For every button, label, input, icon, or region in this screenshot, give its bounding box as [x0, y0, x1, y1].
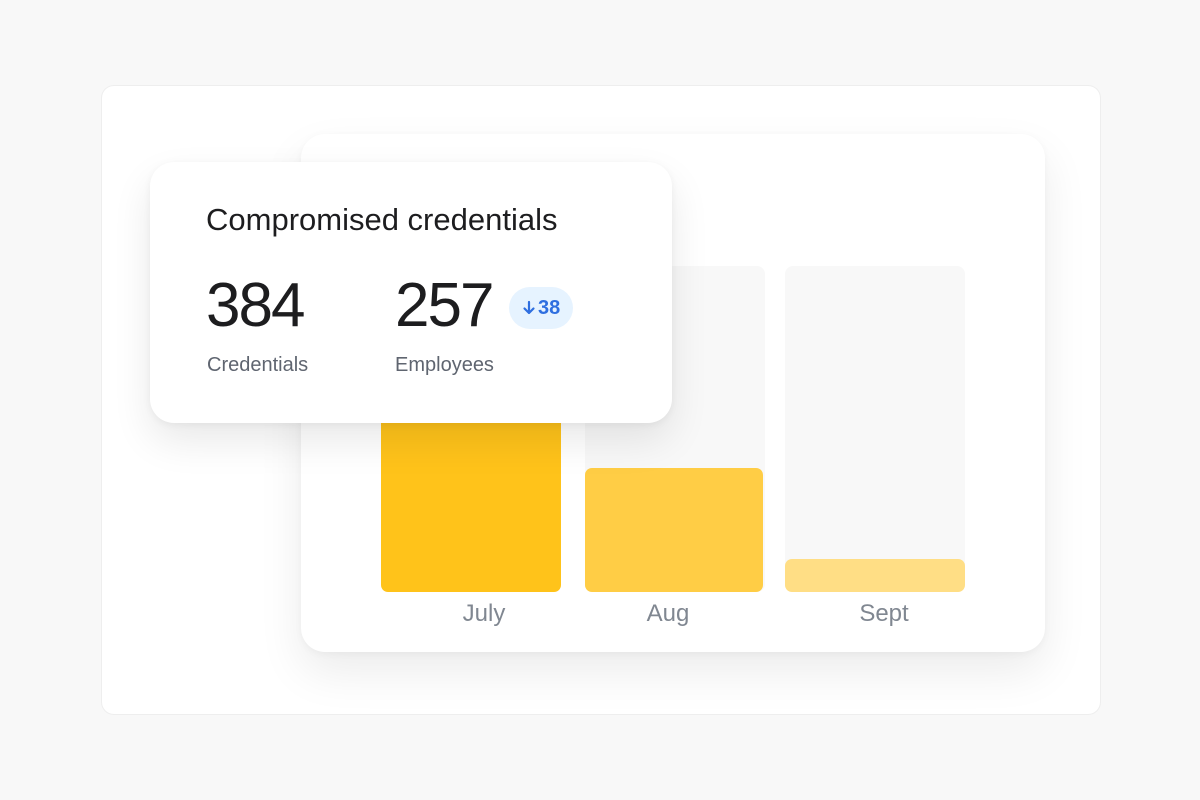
card-title: Compromised credentials — [206, 202, 558, 237]
employees-delta-badge: 38 — [509, 287, 574, 329]
credentials-count: 384 — [206, 271, 305, 340]
compromised-credentials-card: Compromised credentials 384 Credentials … — [150, 162, 672, 423]
credentials-label: Credentials — [207, 354, 309, 376]
employees-count: 257 — [395, 271, 494, 340]
x-tick-label-aug: Aug — [646, 600, 690, 627]
arrow-down-icon — [523, 300, 535, 315]
x-tick-label-july: July — [462, 600, 506, 627]
delta-value: 38 — [538, 296, 561, 319]
bar-aug — [585, 468, 763, 592]
bar-track-sept — [785, 266, 965, 592]
employees-label: Employees — [395, 354, 494, 376]
x-tick-label-sept: Sept — [859, 600, 909, 627]
bar-sept — [785, 559, 965, 592]
